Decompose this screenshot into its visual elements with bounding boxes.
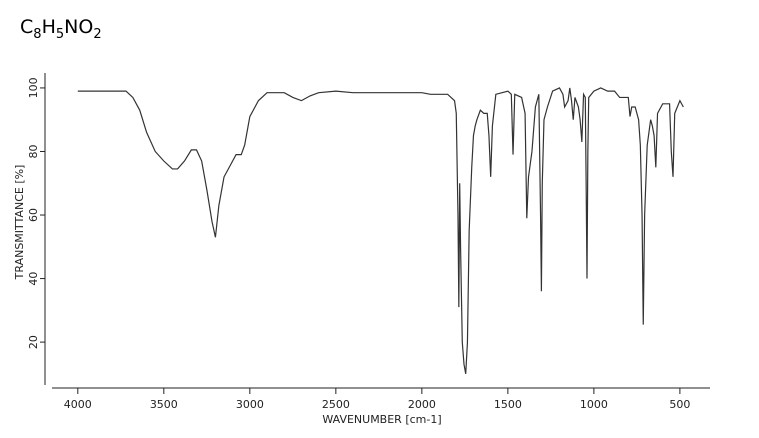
chart-title: C8H5NO2 [20,16,102,43]
y-tick-label: 60 [27,208,40,222]
x-tick-label: 3000 [236,398,264,411]
x-axis-title: WAVENUMBER [cm-1] [322,413,441,426]
x-tick-label: 2500 [322,398,350,411]
x-tick-label: 1500 [494,398,522,411]
y-axis-title: TRANSMITTANCE [%] [13,165,26,281]
x-tick-label: 500 [669,398,690,411]
spectrum-line [77,87,684,374]
y-tick-label: 100 [27,77,40,98]
x-tick-label: 2000 [408,398,436,411]
x-tick-label: 1000 [580,398,608,411]
x-tick-label: 4000 [64,398,92,411]
y-tick-label: 40 [27,272,40,286]
x-tick-label: 3500 [150,398,178,411]
y-tick-label: 20 [27,335,40,349]
y-tick-label: 80 [27,144,40,158]
